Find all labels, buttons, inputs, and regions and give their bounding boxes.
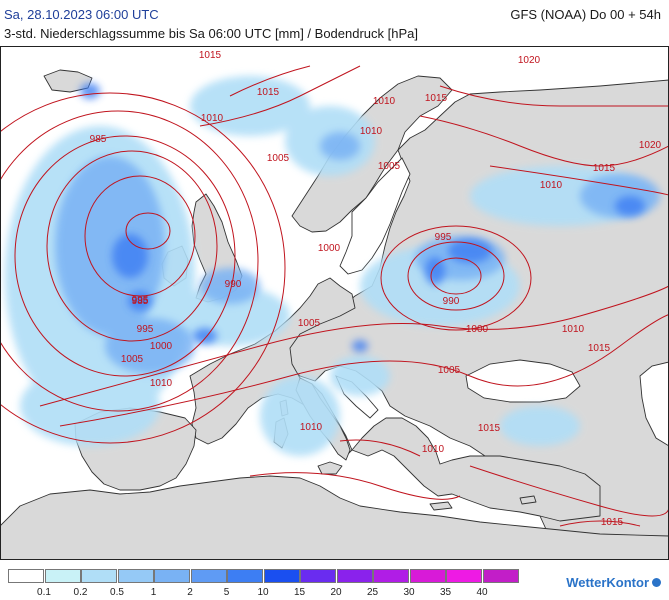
- isobar-label: 1015: [588, 343, 611, 354]
- legend-swatch: [409, 569, 446, 583]
- legend-label: 0.2: [73, 587, 88, 598]
- legend-swatch: [263, 569, 300, 583]
- legend-label: 25: [366, 587, 379, 598]
- legend-label: 5: [223, 587, 230, 598]
- isobar-label: 1005: [121, 354, 144, 365]
- isobar-label: 1010: [373, 96, 396, 107]
- legend-swatch: [227, 569, 263, 583]
- isobar-label: 1010: [201, 113, 224, 124]
- isobar-label: 1010: [150, 378, 173, 389]
- legend-label: 1: [150, 587, 157, 598]
- isobar-label: 1010: [562, 324, 585, 335]
- wetterkontor-logo[interactable]: WetterKontor: [566, 575, 661, 590]
- legend-swatch: [190, 569, 227, 583]
- legend-swatch: [373, 569, 409, 583]
- inland-seas: [335, 157, 669, 447]
- isobar-label: 1015: [601, 517, 624, 528]
- map-description: 3-std. Niederschlagssumme bis Sa 06:00 U…: [4, 26, 419, 41]
- isobar-label: 1000: [318, 243, 341, 254]
- isobar-label: 1010: [422, 444, 445, 455]
- isobar-label: 995: [132, 295, 149, 306]
- isobar-label: 990: [225, 279, 242, 290]
- isobar-label: 1000: [150, 341, 173, 352]
- isobar-label: 1015: [257, 87, 280, 98]
- weather-map: 1015 1015 1010 1010 1015 1020 1010 1005 …: [0, 46, 669, 560]
- legend-swatch: [336, 569, 373, 583]
- isobar-label: 985: [90, 134, 107, 145]
- legend-swatch: [300, 569, 336, 583]
- isobar-label: 1015: [478, 423, 501, 434]
- legend-swatch: [117, 569, 154, 583]
- isobar-label: 1020: [518, 55, 541, 66]
- legend-label: 0.1: [37, 587, 51, 598]
- date-label: Sa, 28.10.2023 06:00 UTC: [4, 7, 159, 22]
- brand-name: WetterKontor: [566, 575, 649, 590]
- isobar-label: 1015: [199, 50, 222, 61]
- isobar-label: 1000: [466, 324, 489, 335]
- legend-label: 30: [403, 587, 415, 598]
- precipitation-moderate: [55, 132, 660, 374]
- isobar-label: 1005: [298, 318, 321, 329]
- map-header: Sa, 28.10.2023 06:00 UTC GFS (NOAA) Do 0…: [0, 0, 669, 46]
- isobar-label: 1015: [593, 163, 616, 174]
- isobar-label: 1020: [639, 140, 662, 151]
- isobar-label: 995: [137, 324, 154, 335]
- isobar-label: 1005: [267, 153, 290, 164]
- isobar-label: 1005: [378, 161, 401, 172]
- isobar-label: 1010: [300, 422, 323, 433]
- isobar-label: 1005: [438, 365, 461, 376]
- model-run-label: GFS (NOAA) Do 00 + 54h: [510, 7, 661, 22]
- isobar-label: 1015: [425, 93, 448, 104]
- legend-swatch: [8, 569, 44, 583]
- brand-dot-icon: [652, 578, 661, 587]
- legend-swatch: [154, 569, 190, 583]
- legend-label: 20: [330, 587, 342, 598]
- isobar-label: 990: [443, 296, 460, 307]
- legend-swatch: [446, 569, 482, 583]
- legend-label: 10: [257, 587, 269, 598]
- legend-label: 35: [439, 587, 452, 598]
- legend-swatch: [44, 569, 81, 583]
- isobars: [0, 65, 669, 527]
- isobar-label: 985: [132, 296, 149, 307]
- legend-label: 15: [293, 587, 306, 598]
- isobar-label: 1010: [540, 180, 563, 191]
- isobar-label: 1010: [360, 126, 383, 137]
- legend-label: 2: [187, 587, 193, 598]
- isobar-label: 995: [435, 232, 452, 243]
- legend-label: 0.5: [110, 587, 124, 598]
- legend-label: 40: [476, 587, 488, 598]
- isobar-labels: 1015 1015 1010 1010 1015 1020 1010 1005 …: [90, 50, 662, 528]
- legend-swatch: [81, 569, 117, 583]
- legend-swatch: [482, 569, 519, 583]
